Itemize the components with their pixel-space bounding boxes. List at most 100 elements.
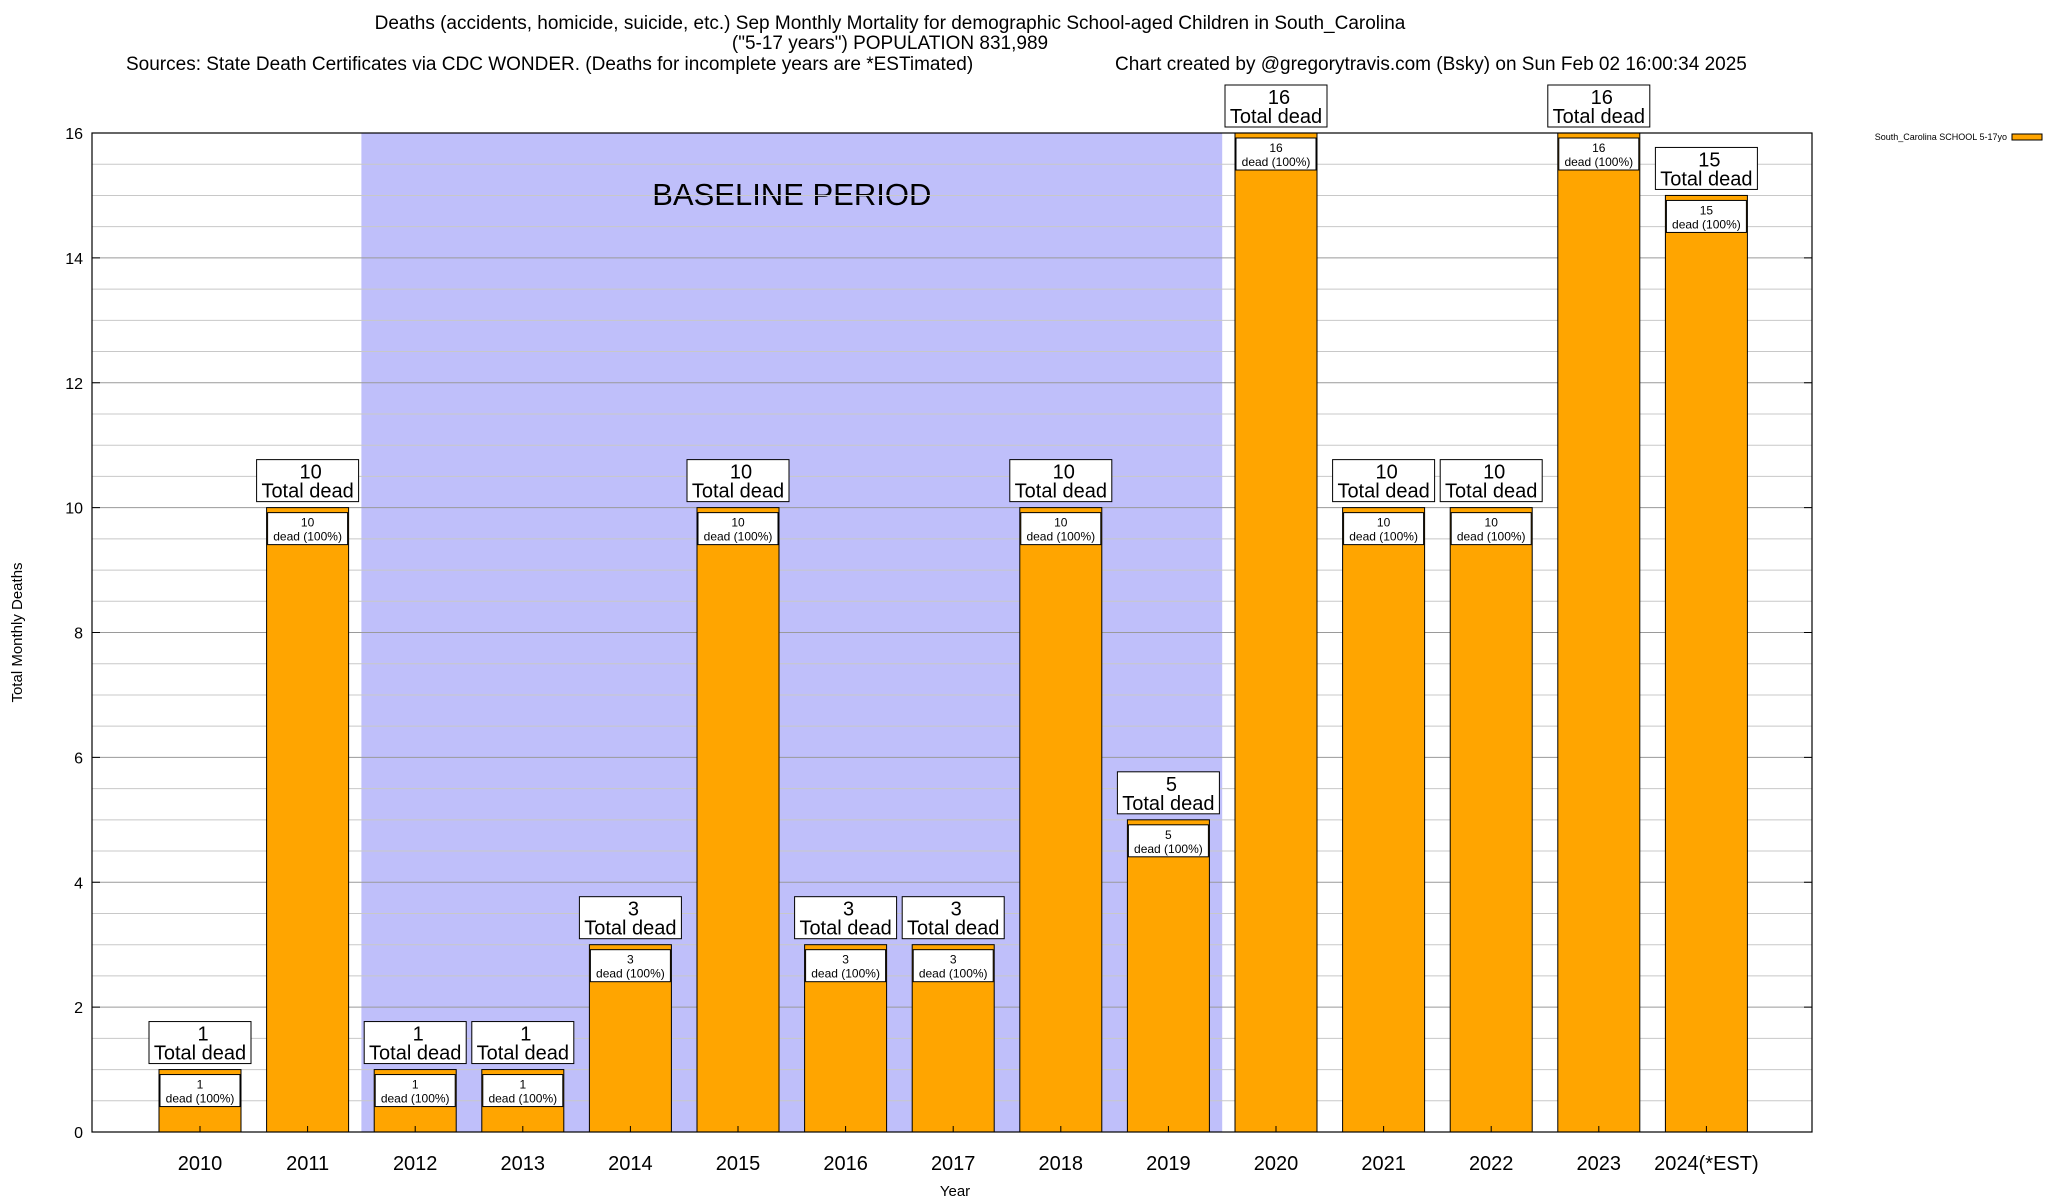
y-tick-label: 6: [74, 750, 83, 767]
legend-swatch: [2011, 133, 2043, 141]
bar-total-value: 3: [843, 899, 854, 921]
bar-inner-value: 3: [950, 953, 957, 967]
bar-total-value: 3: [628, 899, 639, 921]
bar-total-label: Total dead: [1122, 793, 1214, 815]
bar-inner-label-box: [697, 512, 779, 546]
bar-inner-label-box: [1020, 512, 1102, 546]
bar-total-label: Total dead: [477, 1043, 569, 1065]
bar-inner-label-box: [1127, 824, 1209, 858]
bar-total-value: 10: [1053, 462, 1075, 484]
bar-inner-label: dead (100%): [273, 530, 342, 544]
bar-total-value: 1: [520, 1024, 531, 1046]
bar-inner-value: 1: [197, 1078, 204, 1092]
bar-total-box: [1332, 459, 1436, 503]
bar-inner-label-box: [1450, 512, 1532, 546]
bar-total-label: Total dead: [369, 1043, 461, 1065]
chart-title: Deaths (accidents, homicide, suicide, et…: [374, 13, 1406, 34]
y-tick-label: 14: [65, 251, 83, 268]
legend-label: South_Carolina SCHOOL 5-17yo: [1875, 132, 2007, 142]
bar-total-label: Total dead: [1337, 481, 1429, 503]
bar-inner-label: dead (100%): [1134, 842, 1203, 856]
bar-inner-value: 15: [1700, 203, 1714, 217]
y-tick-label: 16: [65, 126, 83, 143]
x-axis-label: Year: [940, 1183, 970, 1200]
bar: [1019, 507, 1103, 1133]
bar-total-value: 3: [951, 899, 962, 921]
x-tick-label: 2015: [716, 1153, 761, 1175]
bar-inner-value: 10: [1377, 516, 1391, 530]
bar-total-label: Total dead: [154, 1043, 246, 1065]
x-tick-label: 2018: [1039, 1153, 1084, 1175]
y-tick-label: 12: [65, 376, 83, 393]
x-tick-label: 2021: [1361, 1153, 1406, 1175]
bar-inner-value: 10: [1054, 516, 1068, 530]
bar-inner-label: dead (100%): [1349, 530, 1418, 544]
bar-inner-label-box: [912, 949, 994, 983]
bar: [1234, 132, 1318, 1133]
bar-inner-value: 1: [519, 1078, 526, 1092]
bar: [1664, 194, 1748, 1133]
x-tick-label: 2010: [178, 1153, 223, 1175]
bar-inner-value: 16: [1269, 141, 1283, 155]
bar: [1449, 507, 1533, 1133]
x-tick-label: 2016: [823, 1153, 868, 1175]
plot-frame: [91, 132, 1813, 1133]
x-tick-label: 2020: [1254, 1153, 1299, 1175]
bar-inner-label-box: [159, 1074, 241, 1108]
bar-inner-label-box: [1343, 512, 1425, 546]
bar-inner-label-box: [589, 949, 671, 983]
bar: [266, 507, 350, 1133]
bar-total-box: [1116, 771, 1220, 815]
bar-inner-label: dead (100%): [704, 530, 773, 544]
bar-total-box: [1439, 459, 1543, 503]
bar-total-value: 5: [1166, 774, 1177, 796]
bar-total-value: 15: [1698, 149, 1720, 171]
bar-inner-label-box: [374, 1074, 456, 1108]
bar-inner-label-box: [1665, 199, 1747, 233]
y-tick-label: 8: [74, 626, 83, 643]
bar-total-label: Total dead: [907, 918, 999, 940]
bar-total-label: Total dead: [692, 481, 784, 503]
bar-inner-value: 10: [731, 516, 745, 530]
x-tick-label: 2022: [1469, 1153, 1514, 1175]
bar-inner-label-box: [1235, 137, 1317, 171]
y-tick-label: 10: [65, 501, 83, 518]
bar-inner-label: dead (100%): [919, 967, 988, 981]
x-tick-label: 2012: [393, 1153, 438, 1175]
y-tick-label: 2: [74, 1000, 83, 1017]
y-tick-label: 4: [74, 875, 83, 892]
bar-total-value: 10: [299, 462, 321, 484]
bar-inner-label-box: [267, 512, 349, 546]
bar-total-value: 16: [1591, 87, 1613, 109]
bar-total-value: 16: [1268, 87, 1290, 109]
bar-total-value: 1: [413, 1024, 424, 1046]
bar-total-box: [256, 459, 360, 503]
chart-sources: Sources: State Death Certificates via CD…: [126, 54, 974, 75]
bar-total-value: 10: [730, 462, 752, 484]
baseline-label: BASELINE PERIOD: [652, 177, 931, 212]
bar: [1342, 507, 1426, 1133]
bar-inner-value: 10: [1485, 516, 1499, 530]
bar-inner-label: dead (100%): [1026, 530, 1095, 544]
bar-inner-label: dead (100%): [1672, 217, 1741, 231]
bar-inner-label: dead (100%): [811, 967, 880, 981]
x-tick-label: 2011: [286, 1153, 329, 1175]
bar-inner-value: 1: [412, 1078, 419, 1092]
bar-total-label: Total dead: [1660, 168, 1752, 190]
bar-total-label: Total dead: [799, 918, 891, 940]
bar-inner-label: dead (100%): [596, 967, 665, 981]
bar-total-label: Total dead: [1015, 481, 1107, 503]
x-tick-label: 2019: [1146, 1153, 1191, 1175]
bar-inner-value: 16: [1592, 141, 1606, 155]
y-tick-label: 0: [74, 1125, 83, 1142]
bar-total-value: 10: [1483, 462, 1505, 484]
bar-total-box: [148, 1021, 252, 1065]
bar-total-box: [1224, 84, 1328, 128]
y-axis-label: Total Monthly Deaths: [9, 562, 26, 702]
bar-total-box: [686, 459, 790, 503]
bar-total-box: [1547, 84, 1651, 128]
bar: [1126, 819, 1210, 1133]
bar-inner-label: dead (100%): [488, 1092, 557, 1106]
bar-total-label: Total dead: [261, 481, 353, 503]
